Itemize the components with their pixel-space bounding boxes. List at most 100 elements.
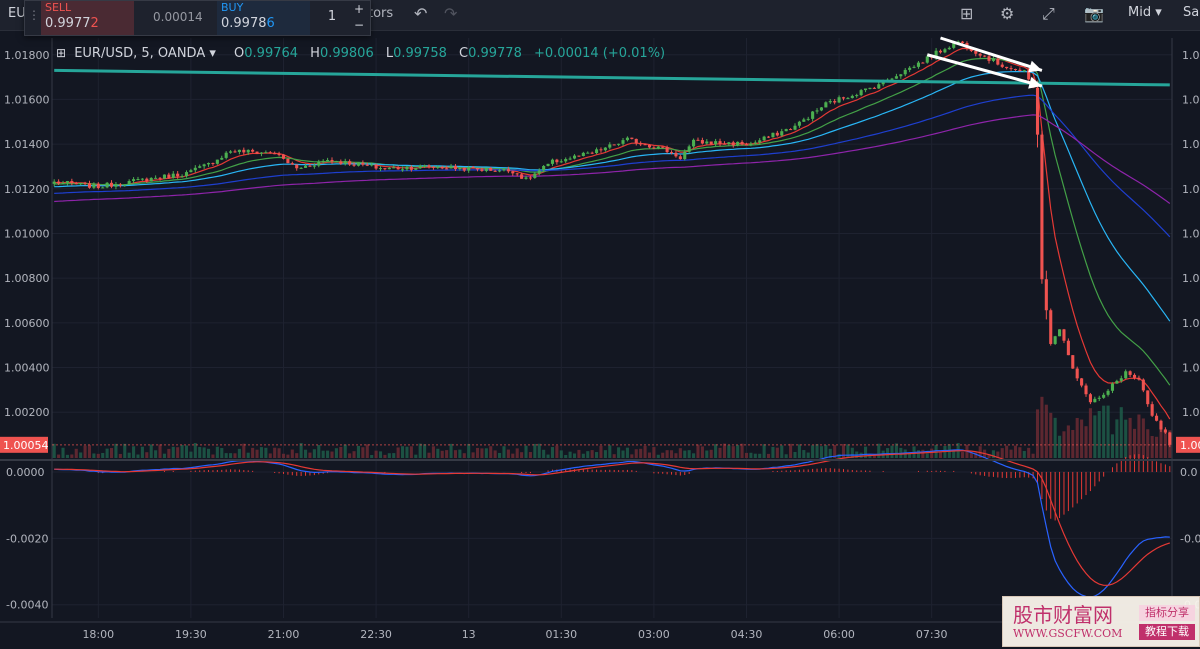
quantity-plus-button[interactable]: + [353,2,365,16]
candle-body [193,167,197,171]
annotation-arrow[interactable] [940,36,1043,72]
volume-bar [246,452,250,458]
candle-body [502,169,506,171]
volume-bar [475,447,480,458]
volume-bar [1040,396,1044,458]
redo-icon[interactable]: ↷ [444,4,458,23]
layout-icon[interactable]: ⊞ [960,4,974,23]
legend-symbol[interactable]: EUR/USD, 5, OANDA [74,46,206,61]
candle-body [674,152,678,157]
sell-price: 0.99772 [45,16,99,31]
candle-body [938,50,943,53]
candle-body [1124,371,1128,379]
volume-bar [700,446,704,458]
undo-icon[interactable]: ↶ [414,4,428,23]
candle-body [841,97,846,99]
volume-bar [630,454,634,458]
candle-body [586,152,590,154]
candle-body [766,136,771,138]
volume-bar [65,454,69,458]
volume-bar [317,445,321,458]
candle-body [440,166,444,169]
candle-body [722,143,726,145]
candle-body [387,167,391,170]
candle-body [559,161,563,163]
candle-body [678,156,682,160]
price-tick-label: 1.01600 [4,93,50,106]
candle-body [330,159,334,162]
candle-body [1000,64,1004,67]
volume-bar [167,448,171,458]
candle-body [894,76,898,79]
volume-bar [1137,414,1141,458]
save-button[interactable]: Sa [1183,5,1200,20]
volume-bar [145,452,149,458]
volume-bar [118,453,122,458]
volume-bar [312,449,316,458]
time-tick-label: 03:00 [638,628,670,641]
candle-body [348,161,352,165]
collapse-legend-icon[interactable]: ⊞ [56,46,67,60]
candle-body [118,184,122,186]
volume-bar [550,447,555,458]
indicators-button[interactable]: tors [368,6,394,21]
volume-bar [405,446,409,458]
candle-body [952,42,956,48]
volume-bar [828,448,832,458]
candle-body [943,49,947,53]
volume-bar [599,445,603,458]
candle-body [65,181,69,183]
candle-body [599,149,603,151]
volume-bar [1058,435,1062,458]
sell-button[interactable]: SELL 0.99772 [41,1,134,35]
volume-bar [683,450,687,458]
candle-body [1040,134,1044,280]
candle-body [511,171,515,174]
candle-body [427,165,431,167]
volume-bar [722,443,726,458]
volume-bar [202,447,206,458]
volume-bar [727,445,731,458]
symbol-search-button[interactable]: EU [8,6,26,21]
time-tick-label: 06:00 [823,628,855,641]
annotation-arrows[interactable] [926,36,1043,89]
volume-bar [890,445,894,458]
candle-body [969,48,973,51]
volume-bar [224,453,228,458]
chevron-down-icon[interactable]: ▾ [209,46,216,61]
volume-bar [352,451,356,458]
camera-icon[interactable]: 📷 [1084,4,1104,23]
trendline[interactable] [54,68,1170,87]
candle-body [974,50,978,54]
candle-body [202,164,206,167]
candle-body [449,166,453,169]
candle-body [643,144,647,146]
volume-bar [678,448,682,458]
quantity-input[interactable]: 1 [327,9,337,24]
annotation-arrow[interactable] [926,53,1043,88]
fullscreen-icon[interactable]: ⤢ [1042,4,1055,23]
volume-bar [1110,434,1115,458]
volume-bar [665,450,669,458]
candle-body [1168,432,1172,445]
candle-body [1022,70,1026,72]
candle-body [1137,377,1141,380]
moving-average-line [54,114,1171,204]
settings-gear-icon[interactable]: ⚙ [1000,4,1015,23]
macd-right-tick-label: 0.0 [1180,466,1198,479]
volume-bar [974,452,978,458]
candle-body [524,177,528,179]
candle-body [304,165,308,168]
resistance-trendline[interactable] [54,68,1170,87]
price-source-dropdown[interactable]: Mid ▾ [1128,5,1162,20]
time-tick-label: 13 [462,628,476,641]
buy-button[interactable]: BUY 0.99786 [217,1,310,35]
candle-body [480,169,484,171]
volume-bar [520,452,524,458]
quantity-minus-button[interactable]: − [353,18,365,32]
volume-bar [1049,412,1053,458]
volume-bar [211,454,215,458]
volume-bar [639,448,643,458]
candle-body [1005,66,1009,69]
